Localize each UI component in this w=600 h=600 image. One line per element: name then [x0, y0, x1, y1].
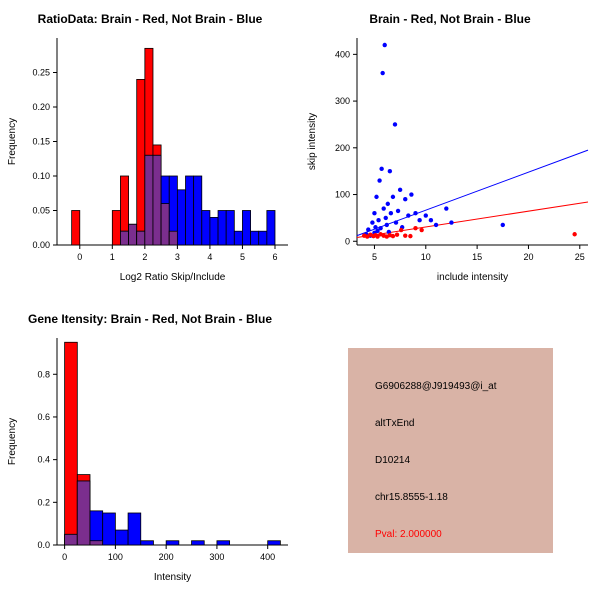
panel-scatter: Brain - Red, Not Brain - Blue 5 10 15 20 25 0… [300, 0, 600, 300]
ratio-histogram-title: RatioData: Brain - Red, Not Brain - Blue [37, 12, 263, 26]
svg-text:6: 6 [272, 252, 277, 262]
axis-labels: 0 1 2 3 4 5 6 0.00 0.05 0.10 0.15 0.20 0.25 Log2 Rati… [7, 68, 277, 284]
histogram-bars [64, 341, 281, 546]
svg-text:5: 5 [372, 252, 377, 262]
svg-text:300: 300 [209, 552, 224, 562]
svg-text:100: 100 [335, 190, 350, 200]
gene-id-text: D10214 [375, 455, 411, 466]
axis-labels: 0 100 200 300 400 0.0 0.2 0.4 0.6 0.8 Intensity Fre… [7, 369, 275, 583]
svg-text:0.6: 0.6 [37, 412, 50, 422]
svg-text:0.05: 0.05 [32, 206, 50, 216]
histogram-bars [71, 47, 276, 246]
svg-text:0.2: 0.2 [37, 497, 50, 507]
scatter-title: Brain - Red, Not Brain - Blue [369, 12, 531, 26]
not-brain-points [364, 42, 505, 238]
intensity-scatter-chart: 5 10 15 20 25 0 100 200 300 400 include intensity s… [307, 38, 589, 283]
svg-text:0.10: 0.10 [32, 171, 50, 181]
panel-info: G6906288@J919493@i_at altTxEnd D10214 ch… [300, 300, 600, 600]
svg-text:0.20: 0.20 [32, 102, 50, 112]
splice-type-text: altTxEnd [375, 418, 415, 429]
svg-text:0.15: 0.15 [32, 137, 50, 147]
svg-text:400: 400 [335, 49, 350, 59]
svg-text:20: 20 [523, 252, 533, 262]
svg-text:0.0: 0.0 [37, 540, 50, 550]
ratio-histogram-chart: 0 1 2 3 4 5 6 0.00 0.05 0.10 0.15 0.20 0.25 Log2 Rati… [7, 38, 288, 284]
svg-text:Frequency: Frequency [7, 118, 18, 165]
svg-text:3: 3 [175, 252, 180, 262]
svg-text:200: 200 [159, 552, 174, 562]
svg-text:include intensity: include intensity [437, 272, 508, 283]
svg-text:5: 5 [240, 252, 245, 262]
svg-text:2: 2 [142, 252, 147, 262]
gene-intensity-histogram-chart: 0 100 200 300 400 0.0 0.2 0.4 0.6 0.8 Intensity Fre… [7, 338, 288, 583]
svg-text:0.4: 0.4 [37, 455, 50, 465]
axis-labels: 5 10 15 20 25 0 100 200 300 400 include intensity s… [307, 49, 585, 283]
pval-text: Pval: 2.000000 [375, 529, 442, 540]
svg-text:0.8: 0.8 [37, 369, 50, 379]
svg-text:1: 1 [110, 252, 115, 262]
svg-text:0.25: 0.25 [32, 68, 50, 78]
svg-text:10: 10 [421, 252, 431, 262]
svg-text:15: 15 [472, 252, 482, 262]
gene-info-box: G6906288@J919493@i_at altTxEnd D10214 ch… [348, 348, 553, 553]
svg-text:Intensity: Intensity [154, 572, 191, 583]
svg-text:4: 4 [207, 252, 212, 262]
svg-text:Frequency: Frequency [7, 418, 18, 465]
svg-text:100: 100 [108, 552, 123, 562]
svg-text:200: 200 [335, 143, 350, 153]
svg-text:0: 0 [77, 252, 82, 262]
panel-ratio-histogram: RatioData: Brain - Red, Not Brain - Blue… [0, 0, 300, 300]
svg-text:Log2 Ratio Skip/Include: Log2 Ratio Skip/Include [120, 272, 226, 283]
svg-text:0: 0 [345, 236, 350, 246]
panel-gene-histogram: Gene Itensity: Brain - Red, Not Brain - … [0, 300, 300, 600]
svg-text:400: 400 [260, 552, 275, 562]
chromosome-location-text: chr15.8555-1.18 [375, 492, 448, 503]
svg-text:0.00: 0.00 [32, 240, 50, 250]
svg-text:0: 0 [62, 552, 67, 562]
probe-id-text: G6906288@J919493@i_at [375, 381, 497, 392]
axes [353, 38, 588, 249]
gene-histogram-title: Gene Itensity: Brain - Red, Not Brain - … [27, 312, 273, 326]
svg-text:skip intensity: skip intensity [307, 113, 318, 170]
svg-text:300: 300 [335, 96, 350, 106]
regression-lines [356, 149, 589, 239]
svg-text:25: 25 [575, 252, 585, 262]
brain-points [361, 225, 577, 239]
